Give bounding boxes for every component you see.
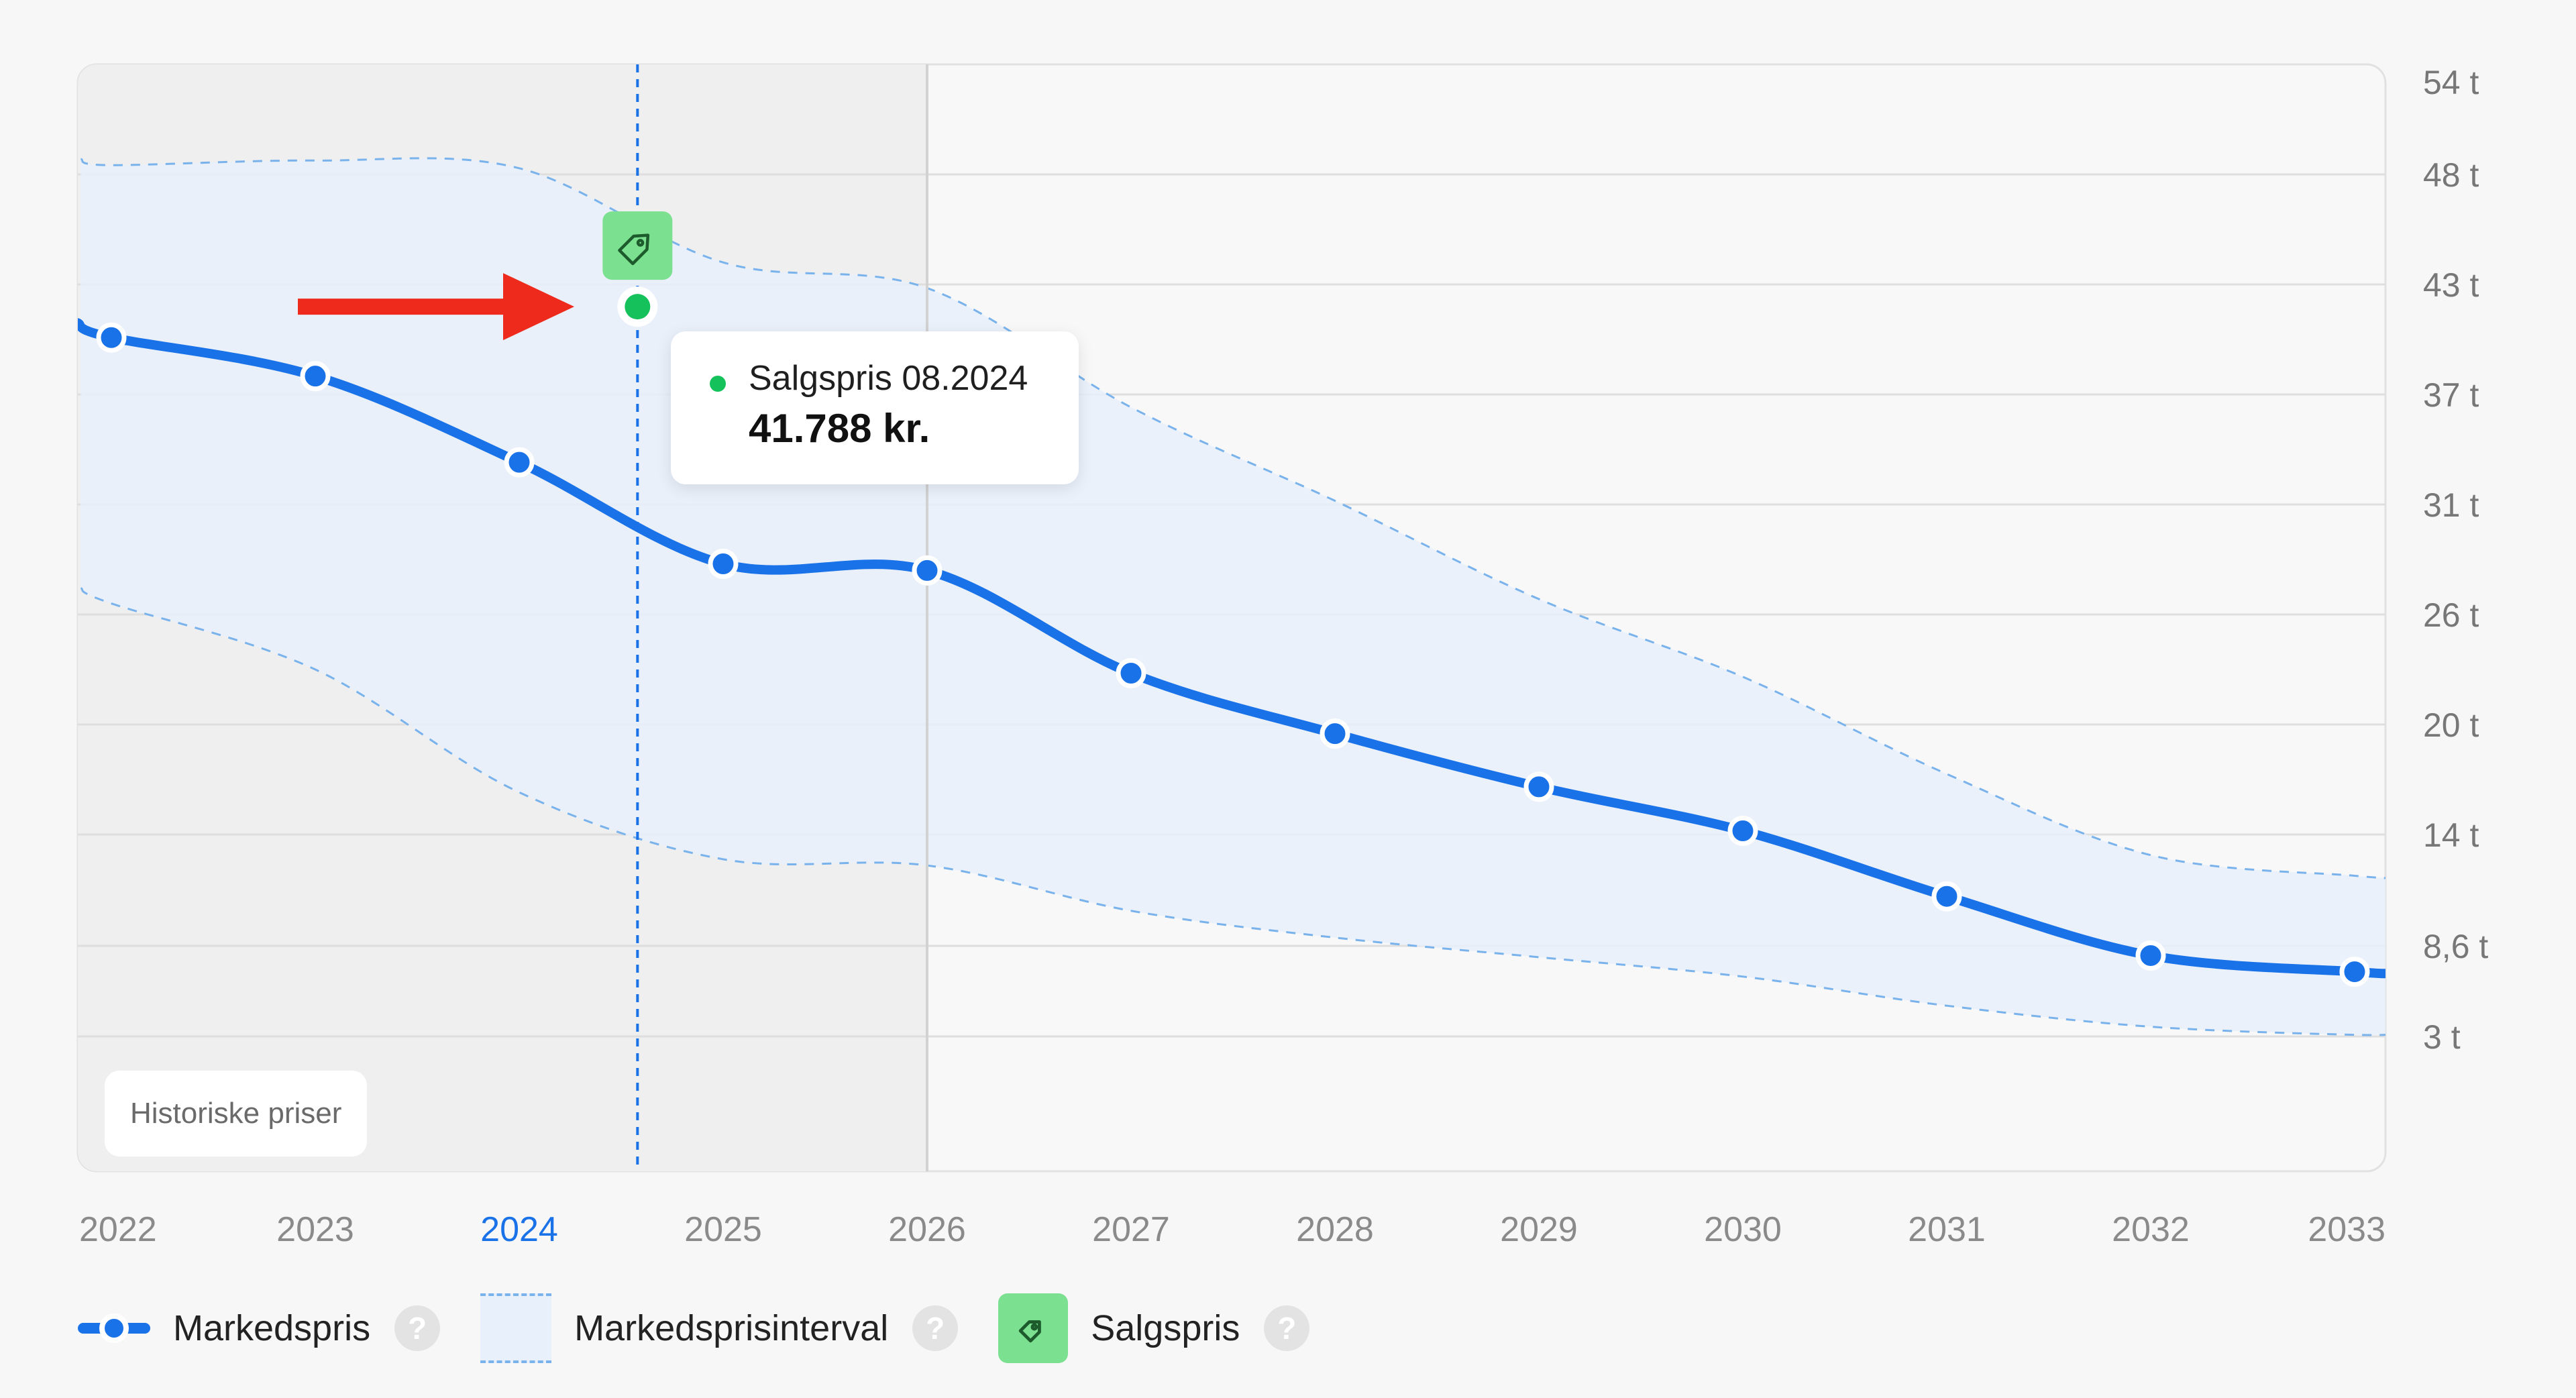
question-icon[interactable]: ? <box>394 1305 441 1351</box>
market-price-point[interactable] <box>2135 940 2166 971</box>
x-tick-label: 2029 <box>1500 1210 1578 1249</box>
x-tick-label: 2031 <box>1908 1210 1986 1249</box>
sale-tooltip: Salgspris 08.2024 41.788 kr. <box>671 331 1079 484</box>
red-arrow <box>298 273 574 341</box>
legend-item-sale-price: Salgspris ? <box>998 1293 1310 1363</box>
price-tag-icon <box>998 1293 1069 1363</box>
x-tick-label: 2032 <box>2112 1210 2190 1249</box>
market-price-point[interactable] <box>1523 771 1554 802</box>
price-interval-band-icon <box>480 1293 552 1363</box>
historic-prices-badge: Historiske priser <box>105 1071 368 1157</box>
x-tick-label: 2033 <box>2308 1210 2385 1249</box>
legend-item-market-price: Markedspris ? <box>78 1305 441 1351</box>
y-tick-label: 26 t <box>2423 596 2479 634</box>
y-tick-label: 37 t <box>2423 376 2479 414</box>
question-icon[interactable]: ? <box>1264 1305 1310 1351</box>
tooltip-value: 41.788 kr. <box>749 406 930 451</box>
legend-item-price-interval: Markedsprisinterval ? <box>480 1293 959 1363</box>
market-price-point[interactable] <box>504 447 535 478</box>
market-price-point[interactable] <box>2339 957 2370 987</box>
x-tick-label: 2025 <box>684 1210 762 1249</box>
price-tag-icon[interactable] <box>602 211 673 280</box>
market-price-line <box>78 318 2385 979</box>
interval-upper-line <box>80 157 2385 879</box>
x-tick-label: 2027 <box>1092 1210 1170 1249</box>
y-tick-label: 14 t <box>2423 816 2479 854</box>
legend-label-sale-price: Salgspris <box>1091 1308 1240 1348</box>
market-price-point[interactable] <box>912 555 943 586</box>
y-tick-label: 48 t <box>2423 156 2479 194</box>
market-price-point[interactable] <box>1116 657 1146 688</box>
x-tick-label: 2028 <box>1296 1210 1374 1249</box>
x-tick-label: 2023 <box>276 1210 354 1249</box>
market-price-point[interactable] <box>708 549 739 580</box>
legend-label-price-interval: Markedsprisinterval <box>574 1308 889 1348</box>
market-price-point[interactable] <box>1320 718 1350 749</box>
market-price-point[interactable] <box>300 361 331 392</box>
market-price-point[interactable] <box>1727 816 1758 847</box>
market-price-line-icon <box>78 1308 150 1348</box>
y-tick-label: 3 t <box>2423 1018 2461 1056</box>
market-price-point[interactable] <box>1931 881 1962 912</box>
legend-label-market-price: Markedspris <box>173 1308 371 1348</box>
sale-point[interactable] <box>625 294 651 320</box>
legend: Markedspris ? Markedsprisinterval ? Salg… <box>78 1288 1350 1368</box>
x-tick-label: 2026 <box>888 1210 966 1249</box>
price-interval-band <box>80 158 2385 1035</box>
question-icon[interactable]: ? <box>912 1305 959 1351</box>
y-tick-label: 54 t <box>2423 64 2479 101</box>
x-tick-label: 2022 <box>79 1210 157 1249</box>
x-tick-label: 2024 <box>480 1210 558 1249</box>
market-price-point[interactable] <box>96 322 127 353</box>
y-tick-label: 8,6 t <box>2423 928 2488 965</box>
y-tick-label: 43 t <box>2423 266 2479 304</box>
sale-dot-icon <box>710 376 726 392</box>
x-tick-label: 2030 <box>1704 1210 1782 1249</box>
y-tick-label: 20 t <box>2423 706 2479 744</box>
tooltip-label: Salgspris 08.2024 <box>749 359 1028 398</box>
y-tick-label: 31 t <box>2423 486 2479 524</box>
